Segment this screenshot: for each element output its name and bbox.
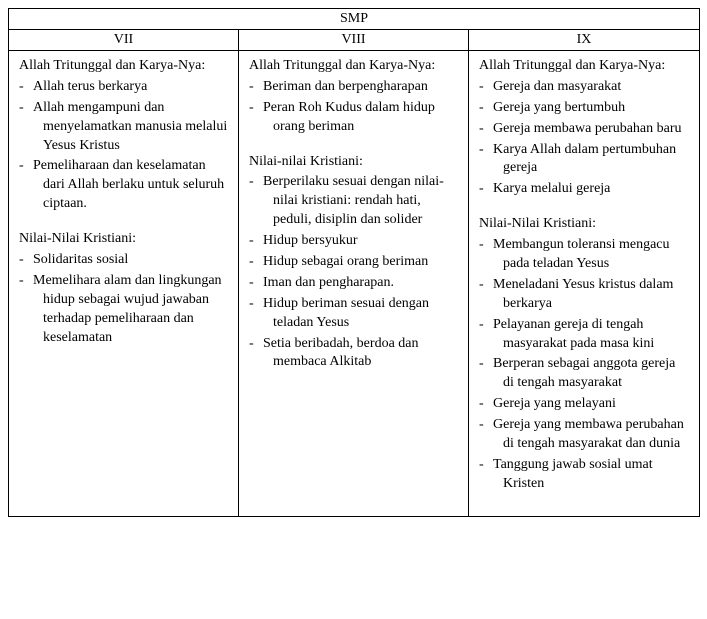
list-item-text: Hidup bersyukur xyxy=(263,232,458,251)
list-item: Peran Roh Kudus dalam hidup orang berima… xyxy=(249,99,458,137)
list-item: Gereja dan masyarakat xyxy=(479,78,689,97)
list-item: Berperan sebagai anggota gereja di tenga… xyxy=(479,355,689,393)
list-item-text: Gereja membawa perubahan baru xyxy=(493,120,689,139)
list-item-text: Iman dan pengharapan. xyxy=(263,274,458,293)
vii-section1-title: Allah Tritunggal dan Karya-Nya: xyxy=(19,57,228,76)
list-item-text: Gereja yang melayani xyxy=(493,395,689,414)
table-body-row: Allah Tritunggal dan Karya-Nya: Allah te… xyxy=(9,51,700,517)
list-item: Membangun toleransi mengacu pada teladan… xyxy=(479,236,689,274)
vii-section1-list: Allah terus berkarya Allah mengampuni da… xyxy=(19,78,228,214)
list-item-text: Berperilaku sesuai dengan nilai-nilai kr… xyxy=(263,173,458,230)
list-item-text: Hidup sebagai orang beriman xyxy=(263,253,458,272)
cell-ix: Allah Tritunggal dan Karya-Nya: Gereja d… xyxy=(469,51,700,517)
list-item: Berperilaku sesuai dengan nilai-nilai kr… xyxy=(249,173,458,230)
list-item-text: Karya Allah dalam pertumbuhan gereja xyxy=(493,141,689,179)
list-item-text: Setia beribadah, berdoa dan membaca Alki… xyxy=(263,335,458,373)
list-item: Gereja yang membawa perubahan di tengah … xyxy=(479,416,689,454)
list-item-text: Solidaritas sosial xyxy=(33,251,228,270)
list-item-text: Allah terus berkarya xyxy=(33,78,228,97)
list-item: Solidaritas sosial xyxy=(19,251,228,270)
vii-section2-list: Solidaritas sosial Memelihara alam dan l… xyxy=(19,251,228,347)
list-item-text: Meneladani Yesus kristus dalam berkarya xyxy=(493,276,689,314)
viii-section1-list: Beriman dan berpengharapan Peran Roh Kud… xyxy=(249,78,458,137)
viii-section2-title: Nilai-nilai Kristiani: xyxy=(249,153,458,172)
vii-section2-title: Nilai-Nilai Kristiani: xyxy=(19,230,228,249)
list-item: Meneladani Yesus kristus dalam berkarya xyxy=(479,276,689,314)
table-header-row: VII VIII IX xyxy=(9,30,700,51)
list-item-text: Karya melalui gereja xyxy=(493,180,689,199)
curriculum-table: SMP VII VIII IX Allah Tritunggal dan Kar… xyxy=(8,8,700,517)
list-item: Beriman dan berpengharapan xyxy=(249,78,458,97)
table-caption-row: SMP xyxy=(9,9,700,30)
list-item-text: Beriman dan berpengharapan xyxy=(263,78,458,97)
ix-section2-list: Membangun toleransi mengacu pada teladan… xyxy=(479,236,689,494)
viii-section1-title: Allah Tritunggal dan Karya-Nya: xyxy=(249,57,458,76)
list-item: Gereja yang melayani xyxy=(479,395,689,414)
list-item: Hidup beriman sesuai dengan teladan Yesu… xyxy=(249,295,458,333)
list-item: Setia beribadah, berdoa dan membaca Alki… xyxy=(249,335,458,373)
col-header-viii: VIII xyxy=(239,30,469,51)
viii-section2-list: Berperilaku sesuai dengan nilai-nilai kr… xyxy=(249,173,458,372)
table-caption: SMP xyxy=(9,9,700,30)
list-item: Gereja yang bertumbuh xyxy=(479,99,689,118)
list-item-text: Pelayanan gereja di tengah masyarakat pa… xyxy=(493,316,689,354)
list-item: Hidup bersyukur xyxy=(249,232,458,251)
ix-section1-title: Allah Tritunggal dan Karya-Nya: xyxy=(479,57,689,76)
list-item-text: Gereja dan masyarakat xyxy=(493,78,689,97)
list-item: Karya Allah dalam pertumbuhan gereja xyxy=(479,141,689,179)
list-item: Pelayanan gereja di tengah masyarakat pa… xyxy=(479,316,689,354)
list-item-text: Tanggung jawab sosial umat Kristen xyxy=(493,456,689,494)
list-item-text: Hidup beriman sesuai dengan teladan Yesu… xyxy=(263,295,458,333)
list-item: Gereja membawa perubahan baru xyxy=(479,120,689,139)
list-item: Allah terus berkarya xyxy=(19,78,228,97)
col-header-vii: VII xyxy=(9,30,239,51)
list-item-text: Allah mengampuni dan menyelamatkan manus… xyxy=(33,99,228,156)
col-header-ix: IX xyxy=(469,30,700,51)
cell-vii: Allah Tritunggal dan Karya-Nya: Allah te… xyxy=(9,51,239,517)
list-item-text: Memelihara alam dan lingkungan hidup seb… xyxy=(33,272,228,348)
list-item-text: Peran Roh Kudus dalam hidup orang berima… xyxy=(263,99,458,137)
list-item: Hidup sebagai orang beriman xyxy=(249,253,458,272)
list-item: Iman dan pengharapan. xyxy=(249,274,458,293)
list-item-text: Pemeliharaan dan keselamatan dari Allah … xyxy=(33,157,228,214)
list-item-text: Berperan sebagai anggota gereja di tenga… xyxy=(493,355,689,393)
list-item: Memelihara alam dan lingkungan hidup seb… xyxy=(19,272,228,348)
ix-section1-list: Gereja dan masyarakat Gereja yang bertum… xyxy=(479,78,689,199)
list-item: Karya melalui gereja xyxy=(479,180,689,199)
list-item-text: Membangun toleransi mengacu pada teladan… xyxy=(493,236,689,274)
ix-section2-title: Nilai-Nilai Kristiani: xyxy=(479,215,689,234)
list-item: Pemeliharaan dan keselamatan dari Allah … xyxy=(19,157,228,214)
list-item: Tanggung jawab sosial umat Kristen xyxy=(479,456,689,494)
cell-viii: Allah Tritunggal dan Karya-Nya: Beriman … xyxy=(239,51,469,517)
list-item: Allah mengampuni dan menyelamatkan manus… xyxy=(19,99,228,156)
list-item-text: Gereja yang bertumbuh xyxy=(493,99,689,118)
list-item-text: Gereja yang membawa perubahan di tengah … xyxy=(493,416,689,454)
